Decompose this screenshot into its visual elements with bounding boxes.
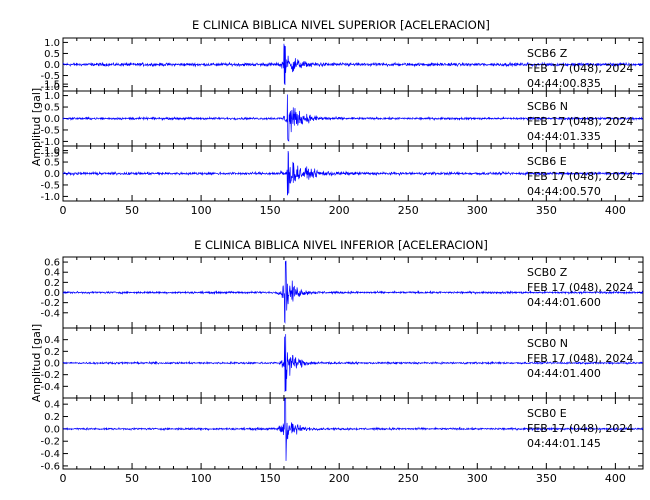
y-tick-label: -1.0 — [40, 82, 60, 93]
y-tick-label: 0.0 — [44, 288, 60, 299]
x-tick-label: 200 — [329, 204, 350, 217]
waveform-trace — [62, 398, 644, 461]
x-tick-label: 350 — [536, 204, 557, 217]
x-tick-label: 0 — [60, 204, 67, 217]
y-tick-label: 0.0 — [44, 359, 60, 370]
channel-time: 04:44:01.600 — [527, 296, 601, 309]
x-tick-label: 50 — [125, 204, 139, 217]
y-tick-label: 0.4 — [44, 400, 60, 411]
channel-date: FEB 17 (048), 2024 — [527, 352, 633, 365]
y-tick-label: -0.2 — [40, 370, 60, 381]
x-tick-label: 200 — [329, 472, 350, 485]
y-tick-label: 1.0 — [44, 38, 60, 49]
upper-ylabel: Amplitud [gal] — [30, 88, 43, 166]
y-tick-label: 0.5 — [44, 158, 60, 169]
x-tick-label: 100 — [191, 204, 212, 217]
channel-date: FEB 17 (048), 2024 — [527, 62, 633, 75]
waveform-trace — [62, 260, 644, 324]
y-tick-label: 0.4 — [44, 335, 60, 346]
channel-date: FEB 17 (048), 2024 — [527, 281, 633, 294]
x-tick-label: 50 — [125, 472, 139, 485]
y-tick-label: 0.0 — [44, 114, 60, 125]
waveform-trace — [62, 150, 644, 196]
lower-ylabel: Amplitud [gal] — [30, 324, 43, 402]
channel-time: 04:44:01.145 — [527, 437, 601, 450]
y-tick-label: -1.5 — [40, 148, 60, 159]
lower-title: E CLINICA BIBLICA NIVEL INFERIOR [ACELER… — [194, 238, 488, 252]
channel-time: 04:44:00.835 — [527, 77, 601, 90]
channel-name: SCB6 E — [527, 155, 567, 168]
x-tick-label: 300 — [467, 204, 488, 217]
upper-figure: E CLINICA BIBLICA NIVEL SUPERIOR [ACELER… — [30, 18, 644, 217]
channel-time: 04:44:01.335 — [527, 130, 601, 143]
waveform-trace — [62, 334, 644, 393]
x-tick-label: 400 — [605, 472, 626, 485]
channel-name: SCB0 N — [527, 337, 568, 350]
channel-date: FEB 17 (048), 2024 — [527, 422, 633, 435]
x-tick-label: 250 — [398, 472, 419, 485]
x-tick-label: 0 — [60, 472, 67, 485]
y-tick-label: -0.4 — [40, 382, 60, 393]
x-tick-label: 150 — [260, 204, 281, 217]
y-tick-label: 0.5 — [44, 103, 60, 114]
y-tick-label: -0.4 — [40, 449, 60, 460]
y-tick-label: 1.5 — [44, 80, 60, 91]
channel-name: SCB0 E — [527, 407, 567, 420]
channel-name: SCB6 N — [527, 100, 568, 113]
x-tick-label: 400 — [605, 204, 626, 217]
y-tick-label: -0.2 — [40, 298, 60, 309]
channel-time: 04:44:00.570 — [527, 185, 601, 198]
y-tick-label: 0.6 — [44, 258, 60, 269]
y-tick-label: -0.2 — [40, 437, 60, 448]
y-tick-label: -0.5 — [40, 125, 60, 136]
channel-panel: 0.40.20.0-0.2-0.4 SCB0 N FEB 17 (048), 202… — [40, 327, 644, 399]
upper-title: E CLINICA BIBLICA NIVEL SUPERIOR [ACELER… — [192, 18, 490, 32]
channel-date: FEB 17 (048), 2024 — [527, 170, 633, 183]
y-tick-label: 0.0 — [44, 169, 60, 180]
channel-time: 04:44:01.400 — [527, 367, 601, 380]
y-tick-label: 0.2 — [44, 412, 60, 423]
y-tick-label: 0.5 — [44, 49, 60, 60]
y-tick-label: -0.4 — [40, 308, 60, 319]
y-tick-label: 0.4 — [44, 268, 60, 279]
y-tick-label: -1.0 — [40, 137, 60, 148]
waveform-trace — [62, 94, 644, 142]
channel-panel: 0.60.40.20.0-0.2-0.4 SCB0 Z FEB 17 (048), … — [40, 256, 644, 329]
channel-panel: 1.00.50.0-0.5-1.0 SCB6 Z FEB 17 (048), 202… — [40, 37, 644, 93]
x-tick-label: 100 — [191, 472, 212, 485]
x-tick-label: 150 — [260, 472, 281, 485]
channel-panel: 1.00.50.0-0.5-1.0 SCB6 E FEB 17 (048), 202… — [40, 145, 644, 203]
x-tick-label: 350 — [536, 472, 557, 485]
y-tick-label: -0.6 — [40, 461, 60, 472]
channel-name: SCB6 Z — [527, 47, 568, 60]
y-tick-label: 0.0 — [44, 60, 60, 71]
channel-panel: 0.40.20.0 -0.2-0.4-0.6 SCB0 E FEB 17 (048),… — [40, 397, 644, 472]
lower-figure: E CLINICA BIBLICA NIVEL INFERIOR [ACELER… — [30, 238, 644, 485]
x-tick-label: 300 — [467, 472, 488, 485]
y-tick-label: 0.2 — [44, 278, 60, 289]
y-tick-label: -1.0 — [40, 192, 60, 203]
x-tick-label: 250 — [398, 204, 419, 217]
y-tick-label: 0.2 — [44, 347, 60, 358]
channel-name: SCB0 Z — [527, 266, 568, 279]
y-tick-label: -0.5 — [40, 180, 60, 191]
y-tick-label: 0.0 — [44, 424, 60, 435]
y-tick-label: -0.5 — [40, 71, 60, 82]
channel-date: FEB 17 (048), 2024 — [527, 115, 633, 128]
y-tick-label: 1.0 — [44, 91, 60, 102]
y-tick-label: 1.0 — [44, 146, 60, 157]
waveform-trace — [62, 43, 644, 86]
